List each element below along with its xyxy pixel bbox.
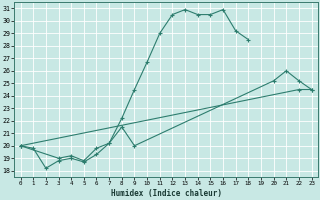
- X-axis label: Humidex (Indice chaleur): Humidex (Indice chaleur): [111, 189, 221, 198]
